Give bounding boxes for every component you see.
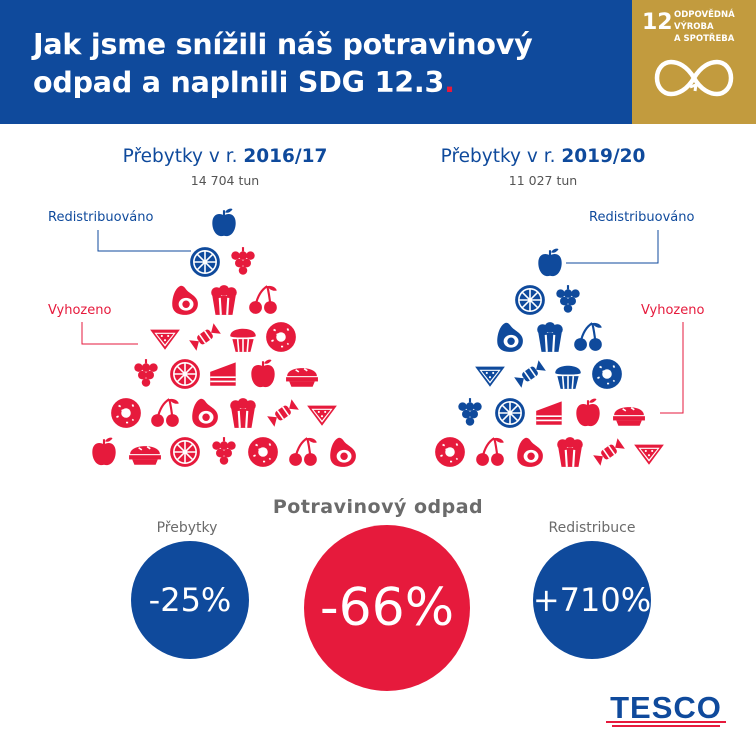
popcorn-icon bbox=[533, 320, 567, 354]
orange-icon bbox=[513, 283, 547, 317]
candy-icon bbox=[513, 357, 547, 391]
infinity-loop-icon bbox=[654, 59, 734, 97]
apple-icon bbox=[571, 396, 605, 430]
avocado-icon bbox=[493, 320, 527, 354]
donut-icon bbox=[246, 435, 280, 469]
grapes-icon bbox=[551, 283, 585, 317]
sdg-text: ODPOVĚDNÁ VÝROBA A SPOTŘEBA bbox=[674, 9, 735, 45]
avocado-icon bbox=[513, 435, 547, 469]
logo-stripes bbox=[606, 721, 726, 727]
apple-icon bbox=[87, 435, 121, 469]
tesco-logo: TESCO bbox=[604, 690, 728, 730]
right-discarded-leader bbox=[660, 322, 684, 414]
right-heading-prefix: Přebytky v r. bbox=[440, 146, 562, 167]
apple-icon bbox=[246, 357, 280, 391]
left-redistributed-label: Redistribuováno bbox=[48, 210, 154, 225]
tesco-logo-text: TESCO bbox=[610, 690, 722, 725]
candy-icon bbox=[188, 320, 222, 354]
header-banner: Jak jsme snížili náš potravinový odpad a… bbox=[0, 0, 632, 124]
watermelon-icon bbox=[305, 396, 339, 430]
redistribution-value: +710% bbox=[532, 581, 652, 619]
muffin-icon bbox=[551, 357, 585, 391]
left-redistributed-leader bbox=[97, 230, 191, 252]
cake-icon bbox=[533, 396, 567, 430]
grapes-icon bbox=[129, 357, 163, 391]
left-discarded-label: Vyhozeno bbox=[48, 303, 112, 318]
title-line-2: odpad a naplnili SDG 12.3. bbox=[33, 64, 623, 102]
cake-icon bbox=[207, 357, 241, 391]
surplus-circle: -25% bbox=[131, 541, 249, 659]
donut-icon bbox=[433, 435, 467, 469]
right-heading: Přebytky v r. 2019/20 bbox=[418, 146, 668, 167]
surplus-value: -25% bbox=[148, 581, 232, 619]
avocado-icon bbox=[168, 283, 202, 317]
orange-icon bbox=[188, 245, 222, 279]
right-heading-year: 2019/20 bbox=[561, 146, 646, 167]
apple-icon bbox=[207, 206, 241, 240]
cherries-icon bbox=[473, 435, 507, 469]
candy-icon bbox=[592, 435, 626, 469]
title-line-2-text: odpad a naplnili SDG 12.3 bbox=[33, 66, 445, 99]
grapes-icon bbox=[453, 396, 487, 430]
left-heading: Přebytky v r. 2016/17 bbox=[100, 146, 350, 167]
muffin-icon bbox=[226, 320, 260, 354]
donut-icon bbox=[264, 320, 298, 354]
redistribution-circle: +710% bbox=[533, 541, 651, 659]
right-redistributed-label: Redistribuováno bbox=[589, 210, 695, 225]
donut-icon bbox=[590, 357, 624, 391]
surplus-label: Přebytky bbox=[156, 520, 218, 536]
title-line-1: Jak jsme snížili náš potravinový bbox=[33, 28, 533, 61]
title-dot: . bbox=[444, 66, 455, 99]
apple-icon bbox=[533, 246, 567, 280]
sdg-text-line-1: ODPOVĚDNÁ bbox=[674, 10, 735, 20]
avocado-icon bbox=[188, 396, 222, 430]
pie-icon bbox=[612, 396, 646, 430]
page-title: Jak jsme snížili náš potravinový odpad a… bbox=[33, 26, 623, 102]
orange-icon bbox=[493, 396, 527, 430]
left-tonnage: 14 704 tun bbox=[190, 173, 260, 188]
food-waste-title: Potravinový odpad bbox=[272, 496, 484, 518]
popcorn-icon bbox=[207, 283, 241, 317]
left-discarded-leader bbox=[81, 322, 138, 345]
waste-circle: -66% bbox=[304, 525, 470, 691]
waste-value: -66% bbox=[319, 578, 455, 638]
watermelon-icon bbox=[632, 435, 666, 469]
pie-icon bbox=[128, 435, 162, 469]
donut-icon bbox=[109, 396, 143, 430]
watermelon-icon bbox=[473, 357, 507, 391]
sdg-badge: 12 ODPOVĚDNÁ VÝROBA A SPOTŘEBA bbox=[632, 0, 756, 124]
cherries-icon bbox=[148, 396, 182, 430]
cherries-icon bbox=[286, 435, 320, 469]
sdg-text-line-3: A SPOTŘEBA bbox=[674, 34, 735, 44]
left-heading-prefix: Přebytky v r. bbox=[122, 146, 244, 167]
avocado-icon bbox=[326, 435, 360, 469]
grapes-icon bbox=[226, 245, 260, 279]
orange-icon bbox=[168, 435, 202, 469]
candy-icon bbox=[266, 396, 300, 430]
cherries-icon bbox=[571, 320, 605, 354]
sdg-number: 12 bbox=[642, 10, 673, 35]
cherries-icon bbox=[246, 283, 280, 317]
right-redistributed-leader bbox=[566, 230, 659, 264]
left-heading-year: 2016/17 bbox=[243, 146, 328, 167]
watermelon-icon bbox=[148, 320, 182, 354]
grapes-icon bbox=[207, 435, 241, 469]
redistribution-label: Redistribuce bbox=[548, 520, 636, 536]
popcorn-icon bbox=[226, 396, 260, 430]
right-discarded-label: Vyhozeno bbox=[641, 303, 705, 318]
right-tonnage: 11 027 tun bbox=[508, 173, 578, 188]
orange-icon bbox=[168, 357, 202, 391]
pie-icon bbox=[285, 357, 319, 391]
popcorn-icon bbox=[553, 435, 587, 469]
sdg-text-line-2: VÝROBA bbox=[674, 22, 714, 32]
